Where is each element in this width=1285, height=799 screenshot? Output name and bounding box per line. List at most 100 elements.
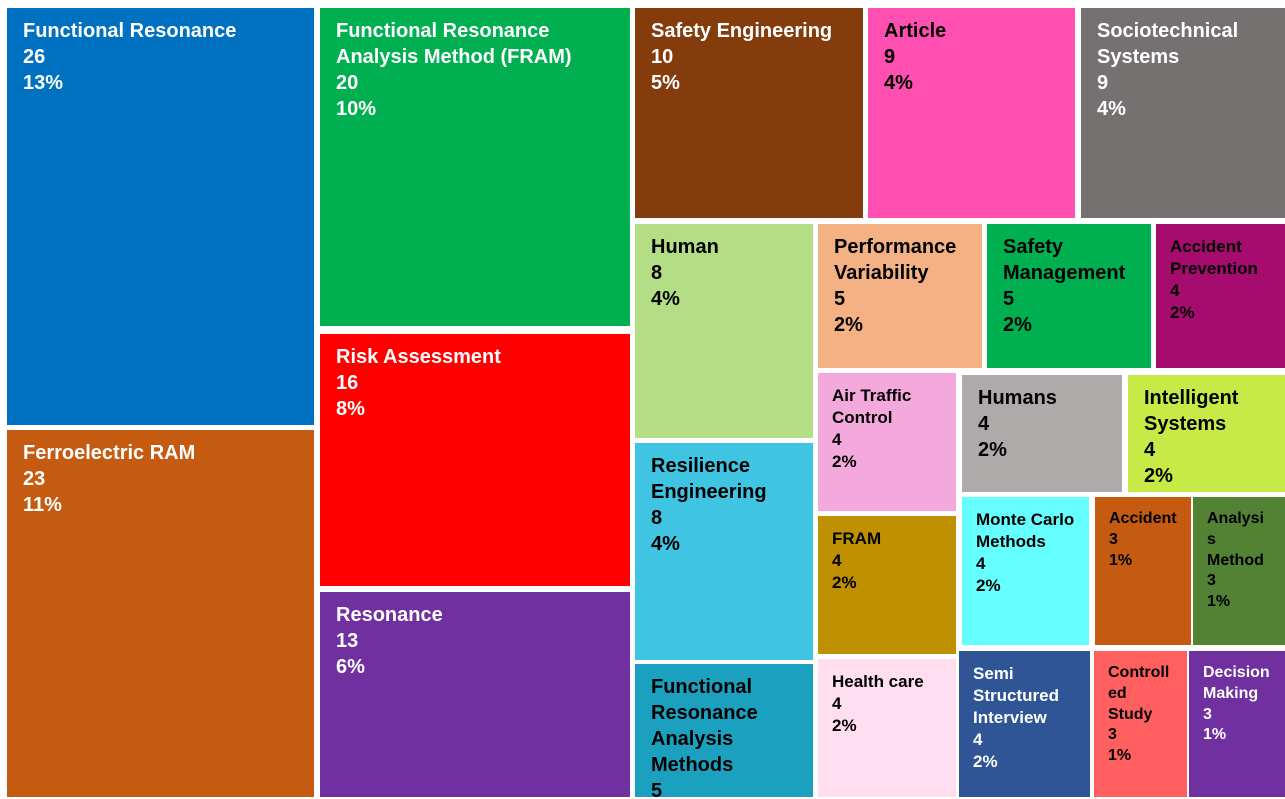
- tile: Semi Structured Interview 4 2%: [959, 651, 1090, 797]
- tile-value: 9: [884, 46, 896, 68]
- tile-value: 26: [23, 46, 46, 68]
- tile: Functional Resonance 26 13%: [7, 8, 314, 425]
- tile: Accident 3 1%: [1095, 497, 1191, 645]
- tile-value: 4: [1144, 439, 1156, 461]
- tile-value: 10: [651, 46, 674, 68]
- tile-share: 4%: [884, 72, 913, 94]
- tile-share: 4%: [1097, 98, 1126, 120]
- tile-label: Ferroelectric RAM: [23, 442, 196, 464]
- tile-label: Health care: [832, 672, 924, 691]
- tile-share: 2%: [1170, 303, 1195, 323]
- tile-label: Semi Structured Interview: [973, 664, 1059, 728]
- tile-value: 4: [978, 413, 990, 435]
- tile-share: 4%: [651, 288, 680, 310]
- tile-label: Accident: [1109, 510, 1177, 527]
- tile-label: Monte Carlo Methods: [976, 510, 1075, 552]
- tile-value: 3: [1207, 572, 1216, 590]
- tile-value: 23: [23, 468, 46, 490]
- tile: Article 9 4%: [868, 8, 1075, 218]
- tile: Functional Resonance Analysis Method (FR…: [320, 8, 630, 326]
- tile-share: 11%: [23, 494, 62, 516]
- tile: Decision Making 3 1%: [1189, 651, 1285, 797]
- tile: Humans 4 2%: [962, 375, 1122, 492]
- tile-share: 1%: [1203, 726, 1227, 744]
- tile: Safety Engineering 10 5%: [635, 8, 863, 218]
- tile-share: 2%: [1144, 465, 1173, 487]
- tile-value: 13: [336, 630, 359, 652]
- tile-label: Risk Assessment: [336, 346, 501, 368]
- tile: Analysis Method 3 1%: [1193, 497, 1285, 645]
- tile: Resilience Engineering 8 4%: [635, 443, 813, 660]
- tile-share: 2%: [976, 576, 1001, 596]
- tile-label: Decision Making: [1203, 664, 1270, 702]
- tile: Monte Carlo Methods 4 2%: [962, 497, 1089, 645]
- tile-label: Functional Resonance: [23, 20, 237, 42]
- tile-label: Safety Engineering: [651, 20, 833, 42]
- tile-value: 5: [834, 288, 846, 310]
- tile-label: Human: [651, 236, 719, 258]
- tile-share: 6%: [336, 656, 365, 678]
- tile-value: 4: [832, 551, 842, 571]
- tile-share: 2%: [1003, 314, 1032, 336]
- tile-label: Analysis Method: [1207, 510, 1264, 569]
- tile-label: Air Traffic Control: [832, 386, 912, 428]
- tile-value: 3: [1203, 705, 1212, 723]
- tile: Functional Resonance Analysis Methods53%: [635, 664, 813, 797]
- tile-share: 1%: [1109, 551, 1133, 569]
- tile-value: 4: [973, 730, 983, 750]
- tile-value: 3: [1109, 530, 1118, 548]
- tile-share: 5%: [651, 72, 680, 94]
- tile-label: Resilience Engineering: [651, 455, 767, 503]
- tile-value: 5: [651, 780, 663, 797]
- tile: Sociotechnical Systems 9 4%: [1081, 8, 1285, 218]
- tile: Human 8 4%: [635, 224, 813, 438]
- tile-label: Performance Variability: [834, 236, 957, 284]
- tile-value: 5: [1003, 288, 1015, 310]
- tile-value: 20: [336, 72, 359, 94]
- tile-share: 2%: [832, 452, 857, 472]
- tile-share: 13%: [23, 72, 64, 94]
- tile-value: 8: [651, 507, 663, 529]
- tile-share: 2%: [834, 314, 863, 336]
- tile: Health care 4 2%: [818, 659, 956, 797]
- tile-share: 10%: [336, 98, 377, 120]
- tile-share: 2%: [832, 573, 857, 593]
- tile-label: Safety Management: [1003, 236, 1126, 284]
- tile-label: Resonance: [336, 604, 443, 626]
- tile: Performance Variability 5 2%: [818, 224, 982, 368]
- tile-label: FRAM: [832, 529, 882, 548]
- tile-label: Sociotechnical Systems: [1097, 20, 1239, 68]
- tile: Controlled Study 3 1%: [1094, 651, 1187, 797]
- tile-label: Controlled Study: [1108, 664, 1170, 723]
- tile-label: Functional Resonance Analysis Method (FR…: [336, 20, 572, 68]
- tile: Intelligent Systems 4 2%: [1128, 375, 1285, 492]
- tile: Air Traffic Control 4 2%: [818, 373, 956, 511]
- tile-label: Functional Resonance Analysis Methods: [651, 676, 758, 776]
- tile-value: 3: [1108, 726, 1117, 744]
- tile-label: Intelligent Systems: [1144, 387, 1239, 435]
- tile-share: 8%: [336, 398, 365, 420]
- tile: Risk Assessment 16 8%: [320, 334, 630, 586]
- tile: Safety Management 5 2%: [987, 224, 1151, 368]
- tile-value: 16: [336, 372, 359, 394]
- tile-share: 1%: [1108, 747, 1132, 765]
- tile-share: 2%: [973, 752, 998, 772]
- tile-label: Accident Prevention: [1170, 237, 1258, 279]
- tile: Resonance 13 6%: [320, 592, 630, 797]
- tile-share: 2%: [832, 716, 857, 736]
- tile-value: 8: [651, 262, 663, 284]
- tile: Accident Prevention 4 2%: [1156, 224, 1285, 368]
- tile-value: 4: [1170, 281, 1180, 301]
- tile-share: 4%: [651, 533, 680, 555]
- tile-value: 4: [832, 430, 842, 450]
- tile-value: 9: [1097, 72, 1109, 94]
- tile-value: 4: [832, 694, 842, 714]
- tile-share: 1%: [1207, 593, 1231, 611]
- tile-value: 4: [976, 554, 986, 574]
- tile: FRAM 4 2%: [818, 516, 956, 654]
- tile-label: Article: [884, 20, 947, 42]
- tile-label: Humans: [978, 387, 1057, 409]
- tile: Ferroelectric RAM 23 11%: [7, 430, 314, 797]
- tile-share: 2%: [978, 439, 1007, 461]
